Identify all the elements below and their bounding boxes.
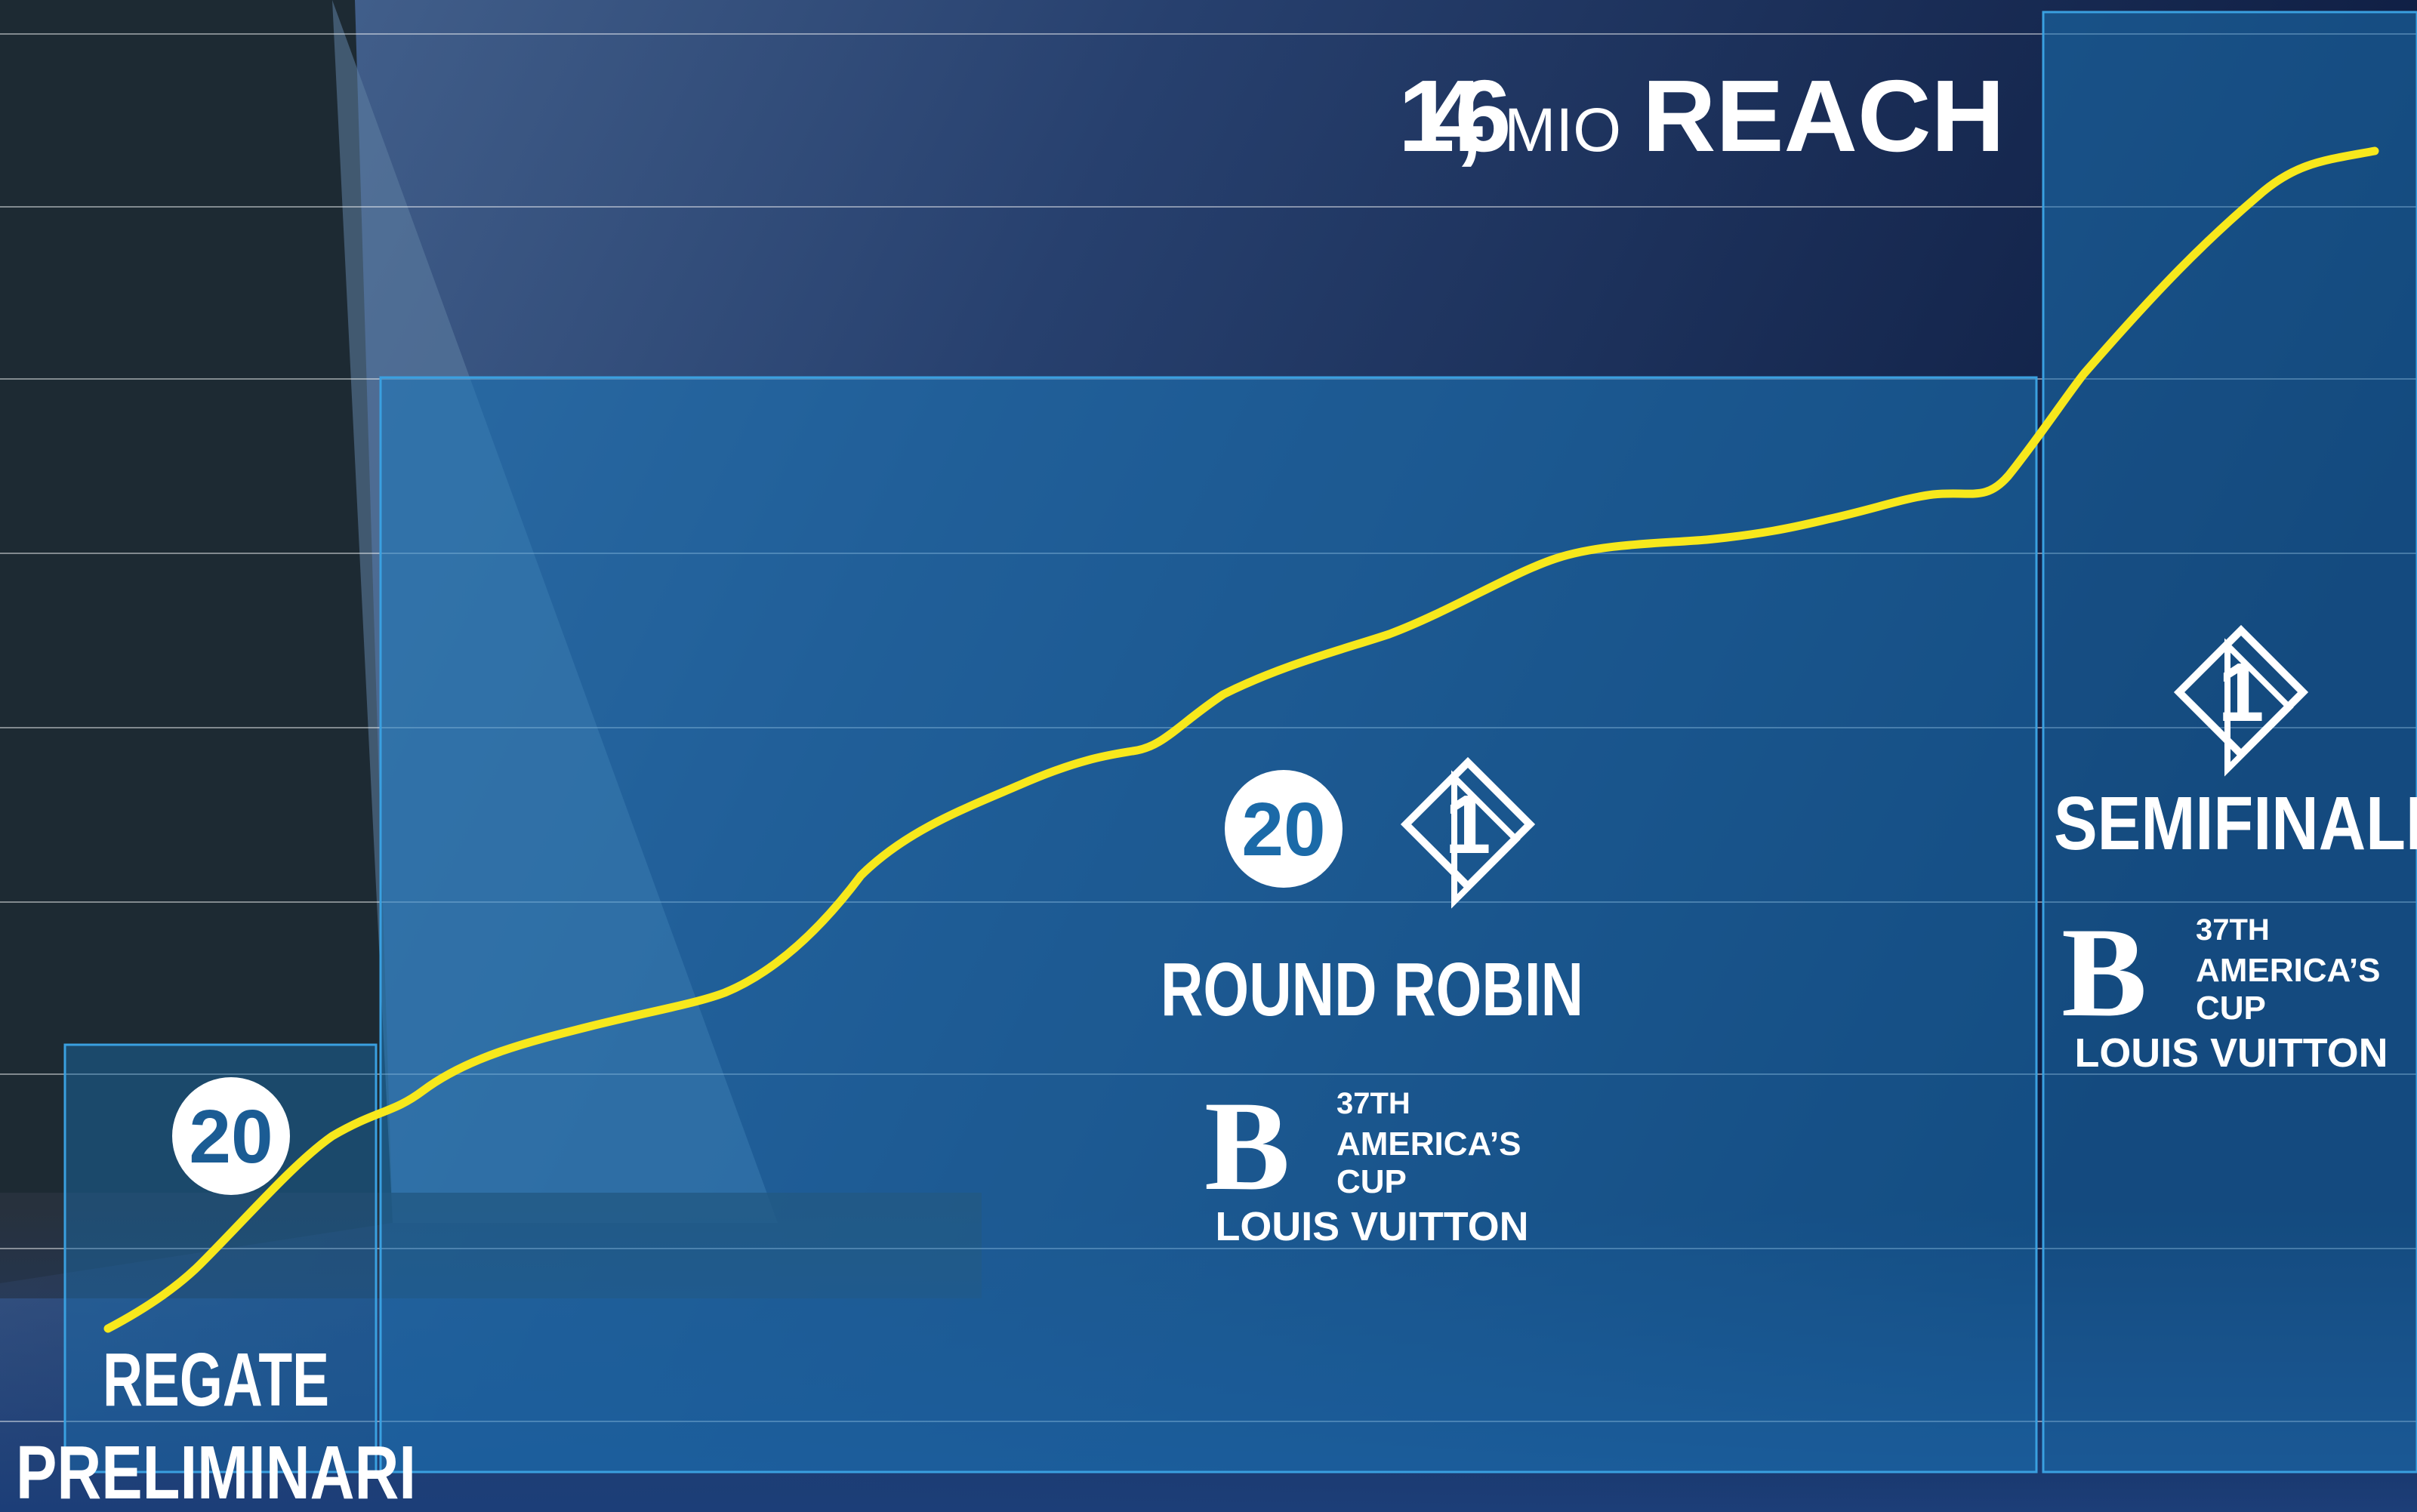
phase-label: PRELIMINARI [16, 1430, 416, 1512]
logo-line: AMERICA’S [2196, 952, 2380, 989]
sail-dark [0, 0, 393, 1283]
phase-label: SEMIFINALI [2054, 781, 2417, 866]
reach-curve [103, 146, 2379, 1333]
logo-b: B [1204, 1075, 1290, 1217]
logo-text: 20 [189, 1095, 273, 1179]
headline-value: 14,6 [1398, 59, 1512, 173]
logo-channel-20: 20 [172, 1077, 290, 1195]
logo-italia-1: 1 [2173, 624, 2309, 777]
logo-text: 20 [1241, 787, 1325, 872]
phase-box [63, 1043, 378, 1474]
headline-unit: MIO [1504, 96, 1621, 165]
logo-americas-cup: B 37TH AMERICA’S CUP LOUIS VUITTON [2061, 901, 2388, 1076]
logo-circle [1225, 770, 1343, 888]
phase-label: REGATE [103, 1338, 329, 1422]
logo-text: 1 [1444, 778, 1491, 871]
headline: 14,6MIO REACH [1398, 59, 2005, 173]
phase-label: ROUND ROBIN [1161, 947, 1583, 1032]
logo-sponsor: LOUIS VUITTON [1216, 1204, 1529, 1249]
logo-diamond-back [2224, 638, 2294, 777]
logo-channel-20: 20 [1225, 770, 1343, 888]
logo-text: 1 [2218, 646, 2264, 739]
logo-diamond-back [1451, 770, 1521, 909]
logo-line: CUP [2196, 990, 2266, 1027]
logo-sponsor: LOUIS VUITTON [2075, 1030, 2388, 1076]
logo-circle [172, 1077, 290, 1195]
logo-line: AMERICA’S [1336, 1126, 1521, 1162]
logo-edition: 37TH [1336, 1087, 1410, 1120]
phase-box [379, 376, 2038, 1474]
headline-label: REACH [1642, 59, 2005, 173]
logo-line: CUP [1336, 1163, 1407, 1200]
logo-edition: 37TH [2196, 913, 2270, 947]
logo-b: B [2061, 901, 2147, 1043]
logo-italia-1: 1 [1400, 756, 1536, 909]
logo-americas-cup: B 37TH AMERICA’S CUP LOUIS VUITTON [1204, 1075, 1529, 1249]
